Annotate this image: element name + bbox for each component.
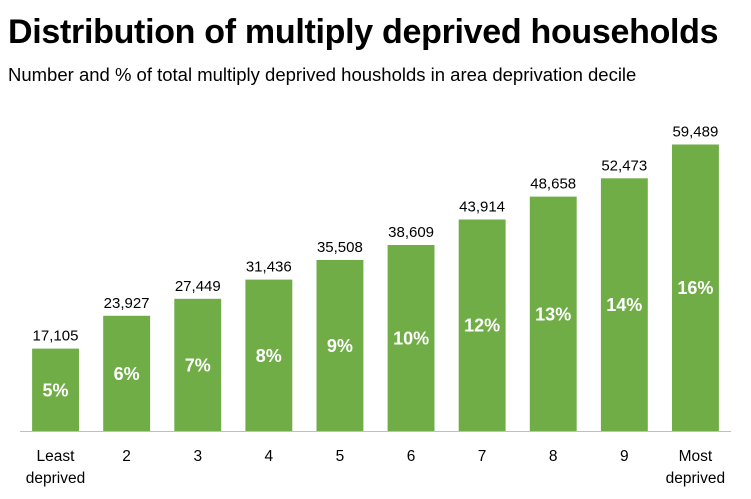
x-tick-label-3: 3 (193, 448, 202, 465)
bar-6 (387, 245, 435, 431)
tick-labels-group: Least deprived 2 3 4 5 6 7 8 9 Most deprived (26, 448, 725, 487)
value-label-2: 23,927 (104, 295, 150, 312)
value-label-4: 31,436 (246, 259, 292, 276)
value-label-9: 52,473 (601, 157, 647, 174)
x-tick-label-2: 2 (122, 448, 131, 465)
percent-label-4: 8% (256, 346, 282, 366)
bar-1 (32, 348, 79, 431)
x-tick-label-line: 3 (193, 448, 202, 465)
bar-8 (529, 196, 577, 431)
value-labels-group: 17,105 23,927 27,449 31,436 35,508 38,609 43,9… (33, 124, 719, 345)
bars-group (32, 144, 719, 431)
bar-4 (245, 279, 293, 431)
value-label-8: 48,658 (530, 176, 576, 193)
percent-label-7: 12% (464, 316, 500, 336)
x-tick-label-line: 2 (122, 448, 131, 465)
x-tick-label-9: 9 (620, 448, 629, 465)
x-tick-label-line: 7 (478, 448, 487, 465)
x-tick-label-line: 4 (264, 448, 273, 465)
x-tick-label-8: 8 (549, 448, 558, 465)
percent-label-2: 6% (114, 364, 140, 384)
percent-label-9: 14% (606, 295, 642, 315)
x-tick-label-10: Most deprived (666, 448, 725, 487)
bar-5 (316, 260, 364, 431)
x-tick-label-6: 6 (407, 448, 416, 465)
value-label-1: 17,105 (33, 328, 79, 345)
x-tick-label-5: 5 (336, 448, 345, 465)
bar-9 (600, 178, 648, 431)
percent-label-8: 13% (535, 304, 571, 324)
value-label-5: 35,508 (317, 239, 363, 256)
bar-7 (458, 219, 506, 431)
x-tick-label-line: 8 (549, 448, 558, 465)
x-tick-label-line: deprived (26, 470, 85, 487)
chart-subtitle: Number and % of total multiply deprived … (8, 64, 637, 85)
x-tick-label-line: 9 (620, 448, 629, 465)
percent-labels-group: 5% 6% 7% 8% 9% 10% 12% 13% 14% 16% (42, 278, 713, 400)
value-label-10: 59,489 (672, 124, 718, 141)
percent-label-10: 16% (677, 278, 713, 298)
x-tick-label-line: 6 (407, 448, 416, 465)
percent-label-5: 9% (327, 336, 353, 356)
bar-3 (174, 298, 222, 431)
value-label-6: 38,609 (388, 224, 434, 241)
value-label-3: 27,449 (175, 278, 221, 295)
bar-2 (103, 315, 151, 431)
x-tick-label-1: Least deprived (26, 448, 85, 487)
percent-label-6: 10% (393, 329, 429, 349)
x-tick-label-line: 5 (336, 448, 345, 465)
percent-label-1: 5% (42, 380, 68, 400)
value-label-7: 43,914 (459, 199, 505, 216)
x-tick-label-line: deprived (666, 470, 725, 487)
percent-label-3: 7% (185, 355, 211, 375)
x-tick-label-4: 4 (264, 448, 273, 465)
x-tick-label-line: Most (679, 448, 713, 465)
bar-10 (672, 144, 719, 431)
x-tick-label-7: 7 (478, 448, 487, 465)
x-tick-label-line: Least (37, 448, 76, 465)
chart-title: Distribution of multiply deprived househ… (8, 13, 719, 51)
